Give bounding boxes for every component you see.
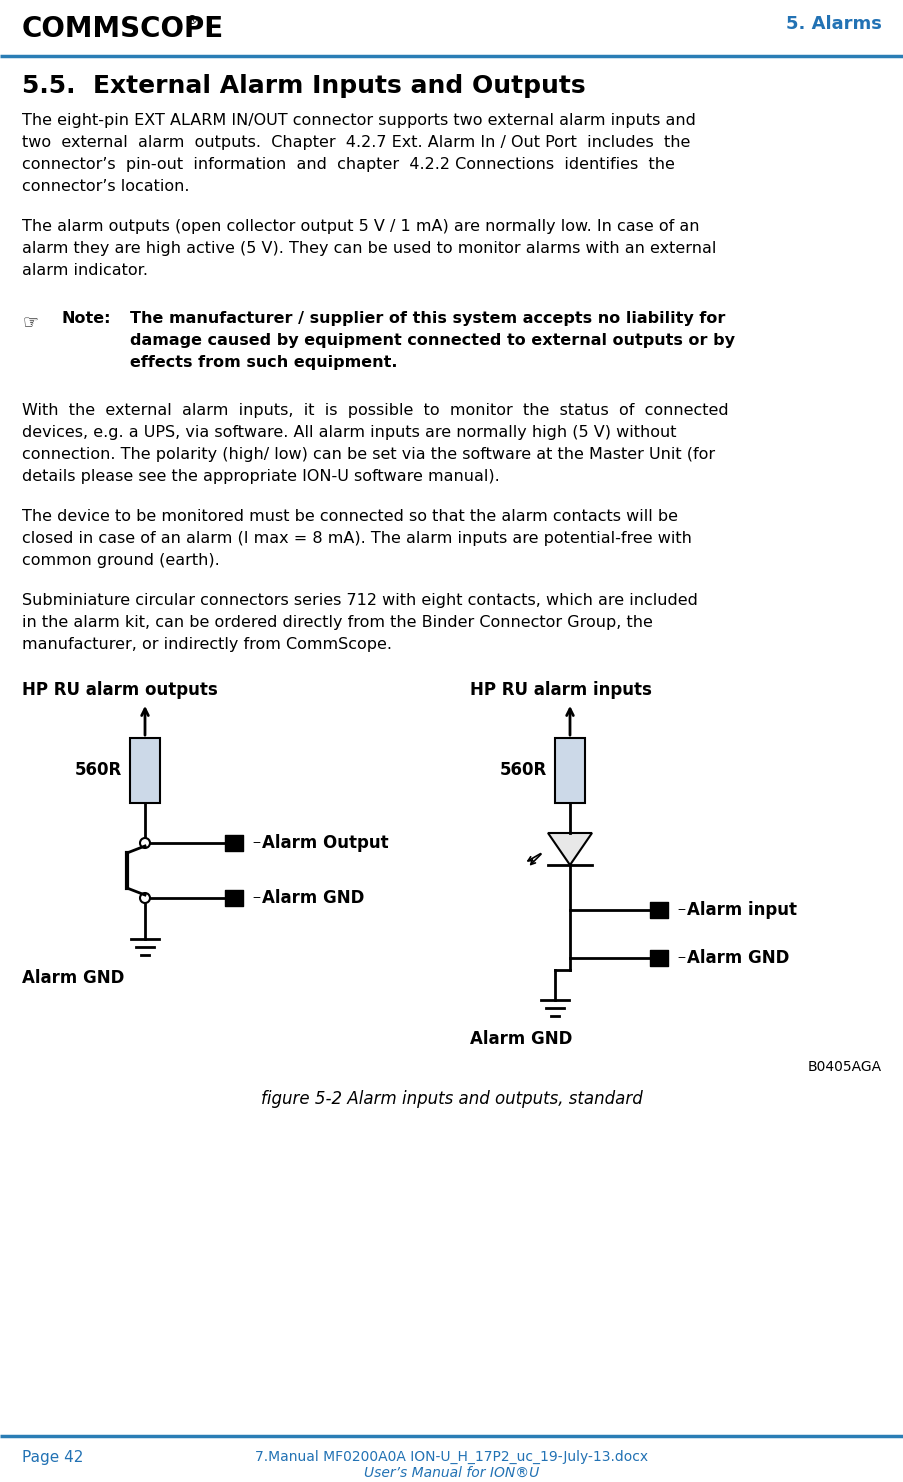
Text: The device to be monitored must be connected so that the alarm contacts will be: The device to be monitored must be conne… xyxy=(22,508,677,525)
Text: 560R: 560R xyxy=(499,760,546,780)
Text: 560R: 560R xyxy=(75,760,122,780)
Text: ‒: ‒ xyxy=(252,836,260,849)
Text: With  the  external  alarm  inputs,  it  is  possible  to  monitor  the  status : With the external alarm inputs, it is po… xyxy=(22,403,728,418)
Text: User’s Manual for ION®U: User’s Manual for ION®U xyxy=(364,1466,539,1481)
Text: in the alarm kit, can be ordered directly from the Binder Connector Group, the: in the alarm kit, can be ordered directl… xyxy=(22,615,652,630)
Text: ‒: ‒ xyxy=(676,951,684,965)
Text: 5. Alarms: 5. Alarms xyxy=(786,15,881,33)
Text: connection. The polarity (high/ low) can be set via the software at the Master U: connection. The polarity (high/ low) can… xyxy=(22,448,714,462)
Text: effects from such equipment.: effects from such equipment. xyxy=(130,356,397,370)
Text: Alarm GND: Alarm GND xyxy=(470,1030,572,1048)
Text: 5.5.  External Alarm Inputs and Outputs: 5.5. External Alarm Inputs and Outputs xyxy=(22,74,585,98)
Text: Alarm GND: Alarm GND xyxy=(686,948,788,966)
Text: ☞: ☞ xyxy=(22,313,38,330)
Text: HP RU alarm outputs: HP RU alarm outputs xyxy=(22,682,218,700)
Text: ‒: ‒ xyxy=(676,904,684,916)
Bar xyxy=(130,738,160,803)
Text: Alarm GND: Alarm GND xyxy=(262,889,364,907)
Text: damage caused by equipment connected to external outputs or by: damage caused by equipment connected to … xyxy=(130,333,734,348)
Text: COMMSCOPE: COMMSCOPE xyxy=(22,15,224,43)
Text: The eight-pin EXT ALARM IN/OUT connector supports two external alarm inputs and: The eight-pin EXT ALARM IN/OUT connector… xyxy=(22,113,695,127)
Text: Alarm Output: Alarm Output xyxy=(262,834,388,852)
Text: HP RU alarm inputs: HP RU alarm inputs xyxy=(470,682,651,700)
Text: connector’s location.: connector’s location. xyxy=(22,179,190,194)
Text: Alarm GND: Alarm GND xyxy=(22,969,125,987)
Polygon shape xyxy=(547,833,591,865)
Text: manufacturer, or indirectly from CommScope.: manufacturer, or indirectly from CommSco… xyxy=(22,637,392,652)
Text: connector’s  pin-out  information  and  chapter  4.2.2 Connections  identifies  : connector’s pin-out information and chap… xyxy=(22,157,675,172)
Bar xyxy=(554,738,584,803)
Text: Note:: Note: xyxy=(62,311,111,326)
Text: ®: ® xyxy=(185,13,197,27)
Text: closed in case of an alarm (I max = 8 mA). The alarm inputs are potential-free w: closed in case of an alarm (I max = 8 mA… xyxy=(22,531,691,545)
Text: Page 42: Page 42 xyxy=(22,1449,83,1466)
Text: devices, e.g. a UPS, via software. All alarm inputs are normally high (5 V) with: devices, e.g. a UPS, via software. All a… xyxy=(22,425,675,440)
Text: alarm indicator.: alarm indicator. xyxy=(22,262,148,279)
Text: Subminiature circular connectors series 712 with eight contacts, which are inclu: Subminiature circular connectors series … xyxy=(22,593,697,608)
Text: The manufacturer / supplier of this system accepts no liability for: The manufacturer / supplier of this syst… xyxy=(130,311,724,326)
Text: ‒: ‒ xyxy=(252,892,260,904)
Text: alarm they are high active (5 V). They can be used to monitor alarms with an ext: alarm they are high active (5 V). They c… xyxy=(22,242,715,256)
Text: The alarm outputs (open collector output 5 V / 1 mA) are normally low. In case o: The alarm outputs (open collector output… xyxy=(22,219,699,234)
Text: B0405AGA: B0405AGA xyxy=(807,1060,881,1074)
Text: Alarm input: Alarm input xyxy=(686,901,796,919)
Text: two  external  alarm  outputs.  Chapter  4.2.7 Ext. Alarm In / Out Port  include: two external alarm outputs. Chapter 4.2.… xyxy=(22,135,690,150)
Text: details please see the appropriate ION-U software manual).: details please see the appropriate ION-U… xyxy=(22,468,499,485)
Text: 7.Manual MF0200A0A ION-U_H_17P2_uc_19-July-13.docx: 7.Manual MF0200A0A ION-U_H_17P2_uc_19-Ju… xyxy=(256,1449,647,1464)
Text: figure 5-2 Alarm inputs and outputs, standard: figure 5-2 Alarm inputs and outputs, sta… xyxy=(261,1089,642,1109)
Text: common ground (earth).: common ground (earth). xyxy=(22,553,219,568)
